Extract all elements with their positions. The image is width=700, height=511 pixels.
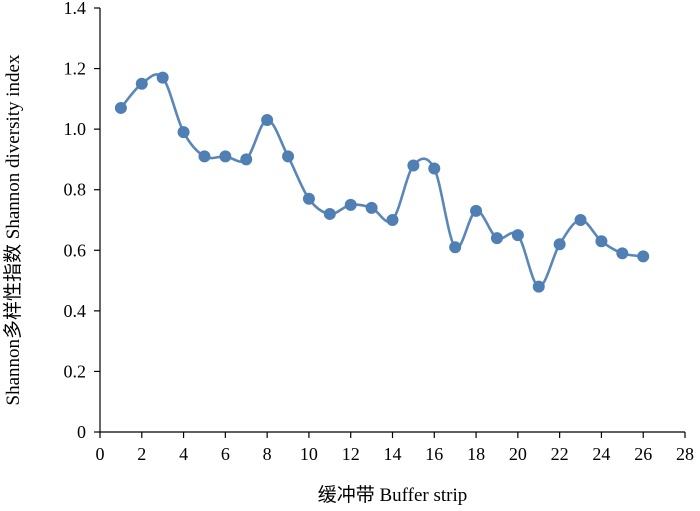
- data-point: [323, 207, 336, 220]
- x-tick-label: 16: [425, 444, 443, 464]
- data-point: [386, 214, 399, 226]
- x-tick-label: 0: [96, 444, 105, 464]
- y-tick-label: 0.6: [64, 240, 87, 260]
- y-axis-title: Shannon多样性指数 Shannon diversity index: [2, 54, 24, 405]
- points-layer: [114, 71, 650, 293]
- x-tick-label: 28: [676, 444, 694, 464]
- x-tick-label: 8: [263, 444, 272, 464]
- data-point: [490, 232, 503, 245]
- x-tick-label: 4: [179, 444, 188, 464]
- y-tick-label: 1.2: [64, 59, 87, 79]
- data-point: [365, 201, 378, 214]
- x-tick-label: 2: [137, 444, 146, 464]
- data-point: [282, 150, 295, 163]
- y-ticks: 0 0.2 0.4 0.6 0.8 1.0 1.2 1.4: [64, 0, 100, 442]
- x-tick-label: 22: [551, 444, 569, 464]
- data-point: [532, 280, 545, 293]
- data-point: [135, 77, 148, 90]
- data-point: [344, 198, 357, 211]
- y-tick-label: 0: [77, 422, 86, 442]
- data-point: [553, 238, 566, 251]
- data-point: [616, 247, 629, 260]
- data-point: [198, 150, 211, 163]
- series-line: [119, 73, 644, 288]
- x-axis-title: 缓冲带 Buffer strip: [318, 484, 468, 506]
- data-point: [449, 241, 462, 254]
- data-point: [637, 250, 650, 263]
- y-tick-label: 0.8: [64, 180, 87, 200]
- data-point: [407, 159, 420, 172]
- data-point: [219, 150, 232, 163]
- data-point: [302, 192, 315, 205]
- x-tick-label: 10: [300, 444, 318, 464]
- series-layer: [119, 73, 644, 288]
- x-tick-label: 24: [592, 444, 610, 464]
- data-point: [470, 204, 483, 217]
- y-tick-label: 1.4: [64, 0, 87, 18]
- x-tick-label: 26: [634, 444, 652, 464]
- x-tick-label: 6: [221, 444, 230, 464]
- x-tick-label: 20: [509, 444, 527, 464]
- y-tick-label: 0.2: [64, 361, 87, 381]
- data-point: [177, 126, 190, 139]
- y-tick-label: 1.0: [64, 119, 87, 139]
- data-point: [114, 101, 127, 114]
- data-point: [511, 229, 524, 242]
- data-point: [595, 235, 608, 248]
- data-point: [574, 214, 587, 226]
- data-point: [428, 162, 441, 175]
- x-tick-label: 12: [342, 444, 360, 464]
- data-point: [261, 114, 274, 127]
- data-point: [156, 71, 169, 84]
- y-tick-label: 0.4: [64, 301, 87, 321]
- x-tick-label: 14: [384, 444, 402, 464]
- data-point: [240, 153, 253, 166]
- x-ticks: 0 2 4 6 8 10 12 14 16 18 20 22 24 26 28: [96, 432, 694, 464]
- x-tick-label: 18: [467, 444, 485, 464]
